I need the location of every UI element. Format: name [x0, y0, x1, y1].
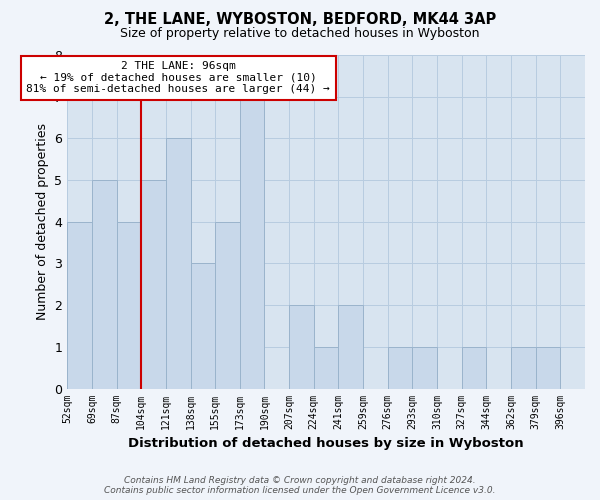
Text: 2 THE LANE: 96sqm
← 19% of detached houses are smaller (10)
81% of semi-detached: 2 THE LANE: 96sqm ← 19% of detached hous… — [26, 62, 330, 94]
Bar — [388, 347, 412, 389]
Bar — [412, 347, 437, 389]
Text: Size of property relative to detached houses in Wyboston: Size of property relative to detached ho… — [120, 28, 480, 40]
Bar — [92, 180, 116, 388]
Bar — [289, 305, 314, 388]
Bar — [536, 347, 560, 389]
Bar — [191, 264, 215, 388]
Bar — [462, 347, 487, 389]
Bar — [511, 347, 536, 389]
Bar — [116, 222, 141, 388]
Bar — [338, 305, 363, 388]
Bar — [314, 347, 338, 389]
Bar — [67, 222, 92, 388]
Y-axis label: Number of detached properties: Number of detached properties — [36, 124, 49, 320]
X-axis label: Distribution of detached houses by size in Wyboston: Distribution of detached houses by size … — [128, 437, 524, 450]
Bar — [141, 180, 166, 388]
Bar — [215, 222, 240, 388]
Text: Contains HM Land Registry data © Crown copyright and database right 2024.
Contai: Contains HM Land Registry data © Crown c… — [104, 476, 496, 495]
Text: 2, THE LANE, WYBOSTON, BEDFORD, MK44 3AP: 2, THE LANE, WYBOSTON, BEDFORD, MK44 3AP — [104, 12, 496, 28]
Bar — [240, 96, 265, 389]
Bar — [166, 138, 191, 388]
